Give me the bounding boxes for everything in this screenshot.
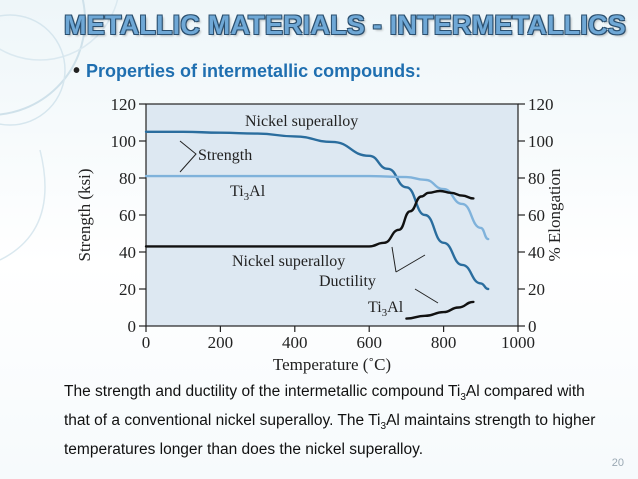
y-right-tick-label: 60 [528,206,545,225]
ti3al-leader [414,288,439,304]
bullet-icon: • [73,60,81,82]
y-right-tick-label: 20 [528,280,545,299]
ductility-leader [391,246,426,273]
annotation-nickel-top: Nickel superalloy [245,113,358,130]
x-tick-label: 0 [142,333,151,352]
y-right-tick-label: 80 [528,169,545,188]
bullet-text: Properties of intermetallic compounds: [86,61,422,81]
y-left-tick-label: 60 [119,206,136,225]
annotation-strength: Strength [198,147,252,164]
y-left-tick-label: 80 [119,169,136,188]
y-left-tick-label: 40 [119,243,136,262]
annotation-ductility: Ductility [319,273,376,290]
x-tick-label: 200 [208,333,234,352]
y-right-tick-label: 40 [528,243,545,262]
plot-area [145,103,519,327]
y-axis-right-label: % Elongation [545,168,564,262]
y-right-tick-label: 120 [528,95,554,114]
series-line-1 [144,174,490,241]
y-left-tick-label: 0 [128,317,137,336]
slide-title: METALLIC MATERIALS - INTERMETALLICS [64,10,626,40]
y-left-tick-label: 120 [111,95,137,114]
y-left-tick-label: 20 [119,280,136,299]
strength-brace [179,140,197,173]
annotation-ti3al-bottom: Ti3Al [368,299,404,319]
bullet-heading: • Properties of intermetallic compounds: [73,60,421,83]
x-tick-label: 1000 [501,333,535,352]
strength-ductility-chart: 0 20 40 60 80 100 120 0 20 40 60 80 100 120 0 200 400 6… [75,95,564,374]
y-axis-left-label: Strength (ksi) [75,168,94,261]
x-tick-label: 800 [431,333,457,352]
x-axis-label: Temperature (˚C) [273,355,391,374]
y-left-tick-label: 100 [111,132,137,151]
series-line-2 [144,189,475,248]
annotation-ti3al-mid: Ti3Al [230,183,266,203]
x-tick-label: 600 [356,333,382,352]
series-line-3 [405,300,475,320]
page-number: 20 [611,457,624,469]
figure-caption: The strength and ductility of the interm… [64,383,596,459]
y-right-tick-label: 0 [528,317,537,336]
annotation-nickel-bottom: Nickel superalloy [232,253,345,270]
y-right-tick-label: 100 [528,132,554,151]
x-tick-label: 400 [282,333,308,352]
series-line-0 [144,130,490,291]
